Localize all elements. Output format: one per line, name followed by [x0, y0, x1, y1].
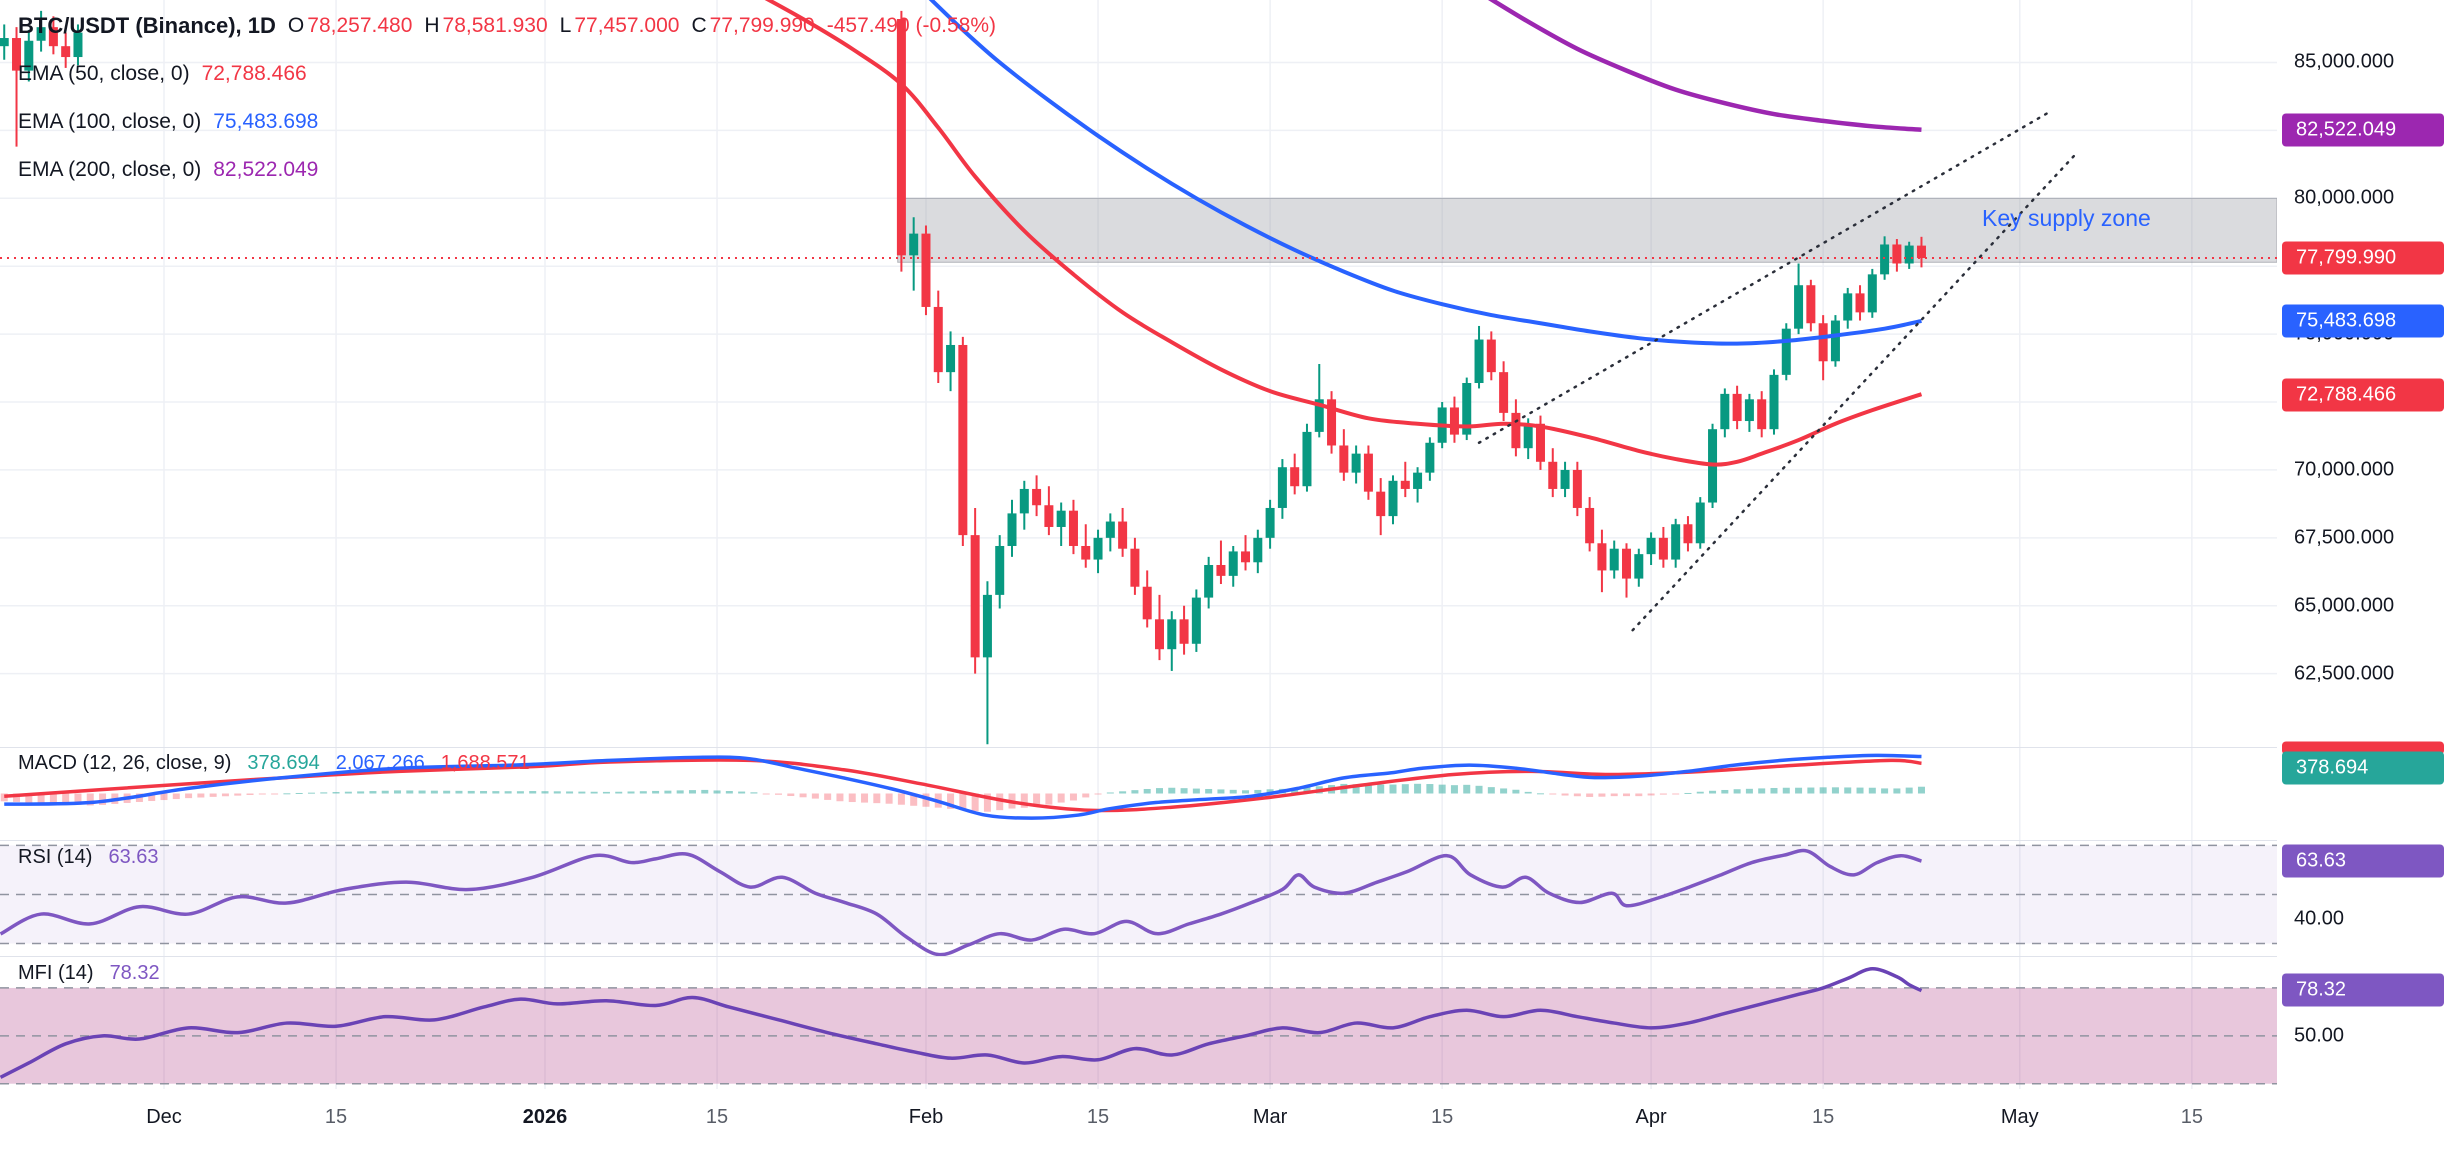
macd-signal-value: 1,688.571: [440, 752, 530, 774]
high-value: H 78,581.930: [424, 14, 547, 38]
panel-separator-rsi-mfi[interactable]: [0, 956, 2450, 957]
price-badge: 82,522.049: [2282, 113, 2444, 147]
price-scale-label: 62,500.000: [2294, 662, 2395, 685]
time-axis-label: 2026: [522, 1106, 568, 1128]
macd-legend[interactable]: MACD (12, 26, close, 9) 378.694 2,067.26…: [18, 752, 530, 775]
price-scale[interactable]: 85,000.00080,000.00075,000.00070,000.000…: [2277, 0, 2450, 1156]
price-scale-label: 50.00: [2294, 1024, 2345, 1047]
price-badge: 78.32: [2282, 973, 2444, 1007]
mfi-legend[interactable]: MFI (14) 78.32: [18, 962, 160, 985]
ema200-value: 82,522.049: [213, 158, 319, 181]
mfi-pane: [0, 967, 2277, 1085]
rsi-pane: [0, 844, 2277, 956]
legend-block: BTC/USDT (Binance), 1D O 78,257.480 H 78,5…: [18, 2, 996, 194]
price-scale-label: 85,000.000: [2294, 50, 2395, 73]
ema100-label: EMA (100, close, 0): [18, 110, 202, 133]
time-axis-label: May: [2000, 1106, 2039, 1128]
ema100-row[interactable]: EMA (100, close, 0) 75,483.698: [18, 98, 996, 146]
supply-zone-label[interactable]: Key supply zone: [1982, 205, 2151, 231]
low-label: L: [559, 14, 572, 37]
close-value: C 77,799.990: [691, 14, 814, 38]
macd-hist-value: 378.694: [247, 752, 320, 774]
mfi-value: 78.32: [109, 962, 160, 984]
time-axis-label: 15: [1812, 1106, 1835, 1128]
ema100-value: 75,483.698: [213, 110, 319, 133]
high-label: H: [424, 14, 440, 37]
price-badge: 75,483.698: [2282, 304, 2444, 338]
time-axis-label: 15: [1431, 1106, 1454, 1128]
rsi-value: 63.63: [108, 846, 159, 868]
price-badge: 63.63: [2282, 844, 2444, 878]
time-axis-label: Dec: [146, 1106, 182, 1128]
price-scale-label: 80,000.000: [2294, 186, 2395, 209]
price-pane: [0, 0, 2277, 745]
supply-zone-rect: [897, 197, 2277, 263]
time-axis-label: Mar: [1252, 1106, 1288, 1128]
macd-pane: [0, 753, 1925, 820]
price-scale-label: 70,000.000: [2294, 458, 2395, 481]
time-axis-label: 15: [705, 1106, 729, 1128]
symbol-title[interactable]: BTC/USDT (Binance), 1D: [18, 13, 276, 38]
ema50-label: EMA (50, close, 0): [18, 62, 190, 85]
price-badge: 72,788.466: [2282, 378, 2444, 412]
time-axis-label: Feb: [908, 1106, 944, 1128]
price-scale-label: 65,000.000: [2294, 594, 2395, 617]
mfi-label: MFI (14): [18, 962, 94, 984]
time-axis-label: 15: [324, 1106, 348, 1128]
ema200-row[interactable]: EMA (200, close, 0) 82,522.049: [18, 146, 996, 194]
macd-line-value: 2,067.266: [335, 752, 425, 774]
low-number: 77,457.000: [574, 14, 680, 37]
main-chart-canvas[interactable]: [0, 0, 2277, 1089]
low-value: L 77,457.000: [560, 14, 680, 38]
macd-label: MACD (12, 26, close, 9): [18, 752, 232, 774]
change-value: -457.490 (-0.58%): [826, 14, 996, 37]
close-label: C: [691, 14, 707, 37]
ema50-row[interactable]: EMA (50, close, 0) 72,788.466: [18, 50, 996, 98]
rsi-label: RSI (14): [18, 846, 93, 868]
symbol-row[interactable]: BTC/USDT (Binance), 1D O 78,257.480 H 78,5…: [18, 2, 996, 50]
rsi-legend[interactable]: RSI (14) 63.63: [18, 846, 159, 869]
time-axis-label: Apr: [1635, 1106, 1667, 1128]
close-number: 77,799.990: [709, 14, 815, 37]
trendline: [1631, 150, 2079, 632]
price-badge: [2282, 741, 2444, 755]
ema50-value: 72,788.466: [201, 62, 307, 85]
price-scale-label: 40.00: [2294, 907, 2345, 930]
open-label: O: [287, 14, 305, 37]
panel-separator-macd-rsi[interactable]: [0, 840, 2450, 841]
price-badge: 77,799.990: [2282, 241, 2444, 275]
price-badge: 378.694: [2282, 751, 2444, 785]
ema200-label: EMA (200, close, 0): [18, 158, 202, 181]
price-scale-label: 67,500.000: [2294, 526, 2395, 549]
panel-separator-price-macd[interactable]: [0, 747, 2450, 748]
time-axis[interactable]: Dec 15 2026 15 Feb 15 Mar 15 Apr 15 May 15: [0, 1089, 2277, 1156]
trendline: [1477, 110, 2052, 445]
time-axis-label: 15: [1086, 1106, 1110, 1128]
open-value: O 78,257.480: [288, 14, 412, 38]
open-number: 78,257.480: [307, 14, 413, 37]
high-number: 78,581.930: [442, 14, 548, 37]
time-axis-label: 15: [2180, 1106, 2203, 1128]
